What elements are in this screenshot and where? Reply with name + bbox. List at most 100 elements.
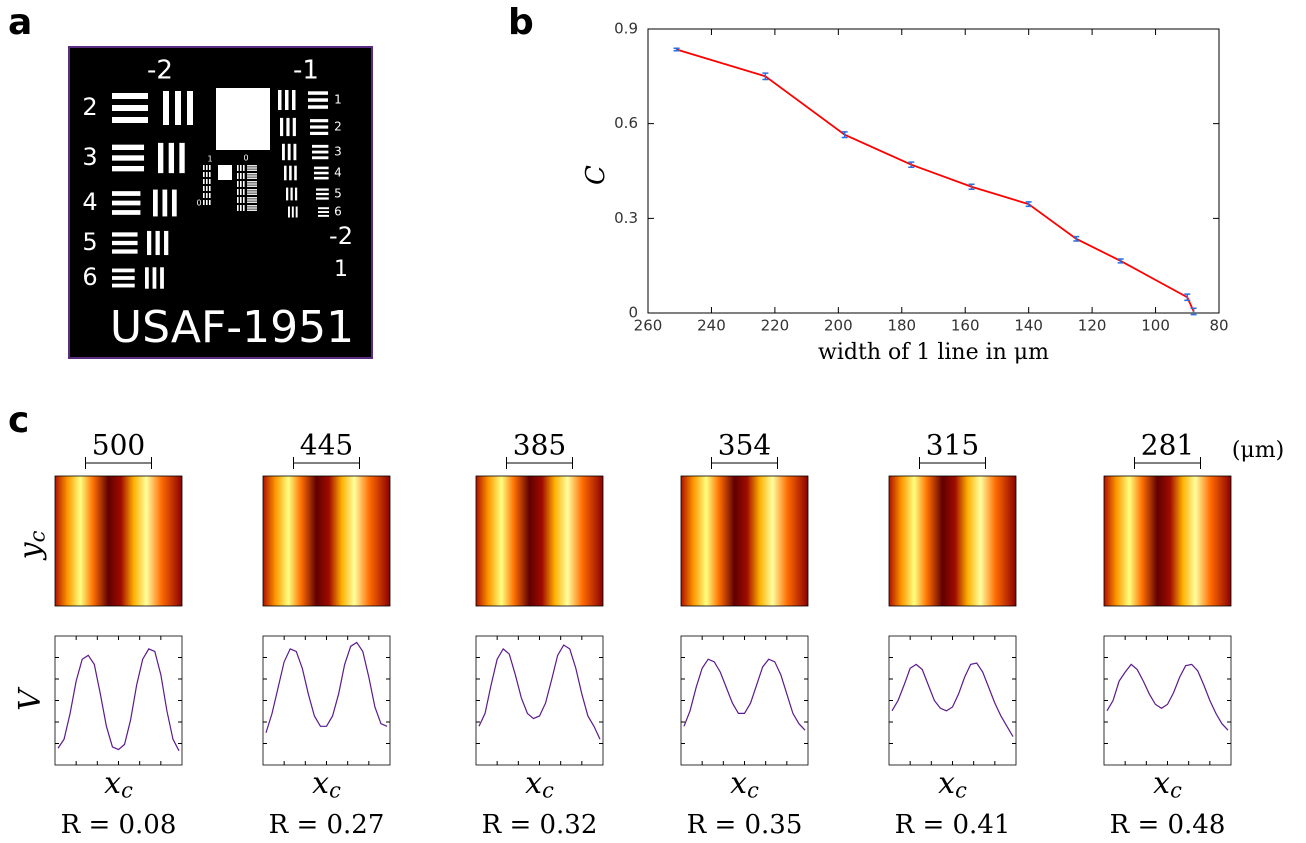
frame-tick	[681, 636, 808, 765]
x-axis-label: xc	[104, 766, 133, 802]
width-label: 354	[718, 429, 771, 462]
target-bar	[203, 172, 205, 177]
target-bar	[171, 189, 177, 217]
target-bar	[291, 206, 294, 218]
width-label: 500	[92, 429, 145, 462]
target-bar	[112, 268, 135, 273]
target-bar	[288, 206, 290, 218]
target-bar	[163, 91, 169, 125]
target-bar	[287, 143, 291, 161]
element-label: 5	[334, 187, 342, 201]
target-bar	[247, 167, 257, 169]
caption: R = 0.48	[1110, 810, 1226, 840]
unit-label: (μm)	[1232, 438, 1284, 463]
target-bar	[316, 192, 329, 196]
target-bar	[293, 143, 297, 161]
target-bar	[247, 175, 257, 177]
x-tick-label: 100	[1141, 317, 1170, 335]
profile-line	[891, 662, 1014, 737]
target-bar	[295, 206, 298, 218]
target-bar	[206, 193, 208, 198]
error-bar	[908, 161, 915, 168]
target-bar	[243, 173, 245, 179]
frame-tick	[681, 636, 808, 765]
target-bar	[316, 188, 329, 191]
target-bar	[314, 176, 329, 180]
target-bar	[292, 90, 296, 110]
element-label: 6	[334, 205, 342, 219]
target-bar	[240, 189, 242, 195]
target-bar	[112, 155, 145, 161]
element-label: 3	[82, 143, 97, 171]
target-bar	[247, 165, 257, 167]
width-label: 445	[300, 429, 353, 462]
width-label: 385	[513, 429, 566, 462]
bracket	[711, 457, 778, 469]
frame-tick	[681, 636, 808, 765]
target-bar	[290, 187, 293, 201]
target-bar	[247, 209, 257, 211]
target-bar	[203, 193, 205, 198]
target-square	[218, 165, 232, 180]
frame-tick	[1104, 636, 1231, 765]
target-bar	[203, 179, 205, 184]
target-bar	[247, 197, 257, 199]
target-bar	[318, 211, 329, 213]
target-bar	[237, 197, 239, 203]
target-bar	[247, 193, 257, 195]
y-tick-label: 0.3	[614, 209, 638, 227]
element-label: 6	[82, 263, 97, 291]
target-bar	[155, 230, 160, 256]
y-tick-label: 0	[628, 304, 638, 322]
element-label: 2	[82, 93, 97, 121]
target-bar	[310, 131, 329, 136]
plot-frame	[647, 28, 1220, 314]
target-bar	[206, 200, 208, 205]
element-label: 2	[334, 120, 342, 134]
group-label: -2	[147, 56, 173, 86]
target-bar	[240, 181, 242, 187]
heatmap	[262, 475, 391, 607]
target-bar	[310, 125, 329, 129]
target-bar	[147, 230, 152, 256]
x-tick-label: 260	[634, 317, 663, 335]
panel-label: a	[8, 2, 32, 43]
target-bar	[247, 191, 257, 193]
element-label: 1	[334, 257, 348, 282]
group-label: -1	[293, 56, 319, 86]
target-bar	[285, 90, 289, 110]
target-bar	[308, 98, 328, 102]
x-tick-label: 220	[761, 317, 790, 335]
target-bar	[247, 199, 257, 201]
target-bar	[243, 197, 245, 203]
x-tick-label: 120	[1078, 317, 1107, 335]
target-bar	[247, 207, 257, 209]
target-bar	[247, 205, 257, 207]
x-axis-label: xc	[730, 766, 759, 802]
frame-tick	[889, 636, 1016, 765]
heatmap	[54, 475, 183, 607]
target-bar	[286, 117, 290, 137]
frame-tick	[55, 636, 182, 765]
frame-tick	[1104, 636, 1231, 765]
caption: R = 0.41	[895, 810, 1011, 840]
frame-tick	[263, 636, 390, 765]
element-label: 1	[334, 93, 342, 107]
target-bar	[247, 181, 257, 183]
error-bar	[1184, 293, 1191, 302]
target-square	[216, 88, 270, 150]
element-label: 4	[334, 166, 342, 180]
plot-frame	[1103, 635, 1232, 766]
x-tick-label: 240	[697, 317, 726, 335]
target-bar	[209, 193, 211, 198]
target-bar	[175, 91, 181, 125]
frame-tick	[263, 636, 390, 765]
caption: R = 0.08	[61, 810, 177, 840]
y-axis-label: V	[13, 686, 48, 711]
error-bar	[1073, 235, 1080, 242]
target-bar	[206, 186, 208, 191]
target-bar	[237, 165, 239, 171]
frame-tick	[476, 636, 603, 765]
